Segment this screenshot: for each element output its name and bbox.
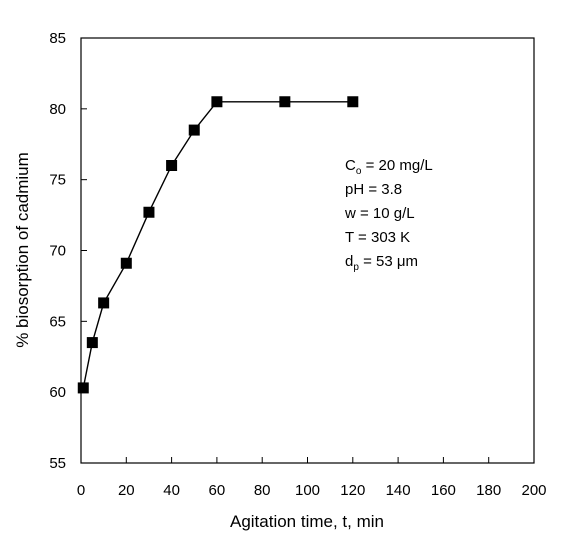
x-tick-label: 80: [254, 482, 271, 499]
annotation-line: pH = 3.8: [345, 181, 402, 198]
annotation-line: T = 303 K: [345, 229, 410, 246]
annotation-line: dp = 53 μm: [345, 253, 418, 273]
y-tick-label: 75: [49, 172, 66, 189]
y-axis-title: % biosorption of cadmium: [13, 152, 32, 348]
annotation-line: Co = 20 mg/L: [345, 157, 433, 177]
y-tick-label: 65: [49, 313, 66, 330]
data-point: [188, 124, 200, 136]
x-tick-label: 200: [521, 482, 546, 499]
y-tick-label: 60: [49, 384, 66, 401]
data-point: [86, 337, 98, 349]
data-point: [120, 257, 132, 269]
x-tick-label: 40: [163, 482, 180, 499]
y-tick-label: 80: [49, 101, 66, 118]
x-axis-ticks: 0 20 40 60 80 100 120 140 160 180 200: [77, 457, 547, 499]
x-tick-label: 0: [77, 482, 85, 499]
y-tick-label: 55: [49, 455, 66, 472]
y-tick-label: 70: [49, 243, 66, 260]
series-line: [82, 101, 353, 389]
x-tick-label: 180: [476, 482, 501, 499]
x-tick-label: 20: [118, 482, 135, 499]
data-point: [211, 96, 223, 108]
x-tick-label: 100: [295, 482, 320, 499]
data-point: [347, 96, 359, 108]
x-tick-label: 120: [340, 482, 365, 499]
x-tick-label: 160: [431, 482, 456, 499]
data-point: [77, 382, 89, 394]
x-tick-label: 140: [386, 482, 411, 499]
data-point: [166, 160, 178, 171]
x-tick-label: 60: [209, 482, 226, 499]
y-axis-ticks: 55 60 65 70 75 80 85: [49, 30, 87, 472]
series-layer: [77, 96, 359, 394]
data-point: [279, 96, 291, 108]
x-axis-title: Agitation time, t, min: [230, 512, 384, 531]
annotation-line: w = 10 g/L: [344, 205, 415, 222]
annotation-block: Co = 20 mg/L pH = 3.8 w = 10 g/L T = 303 K d…: [344, 157, 433, 273]
y-tick-label: 85: [49, 30, 66, 47]
data-point: [143, 206, 155, 218]
data-point: [98, 297, 110, 309]
